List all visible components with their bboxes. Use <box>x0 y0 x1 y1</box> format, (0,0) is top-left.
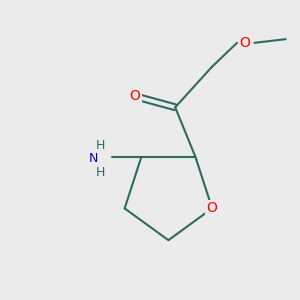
Text: N: N <box>89 152 98 165</box>
Text: O: O <box>207 201 218 215</box>
Text: O: O <box>129 89 140 103</box>
Text: H: H <box>95 166 105 179</box>
Text: H: H <box>95 139 105 152</box>
Text: O: O <box>240 36 250 50</box>
